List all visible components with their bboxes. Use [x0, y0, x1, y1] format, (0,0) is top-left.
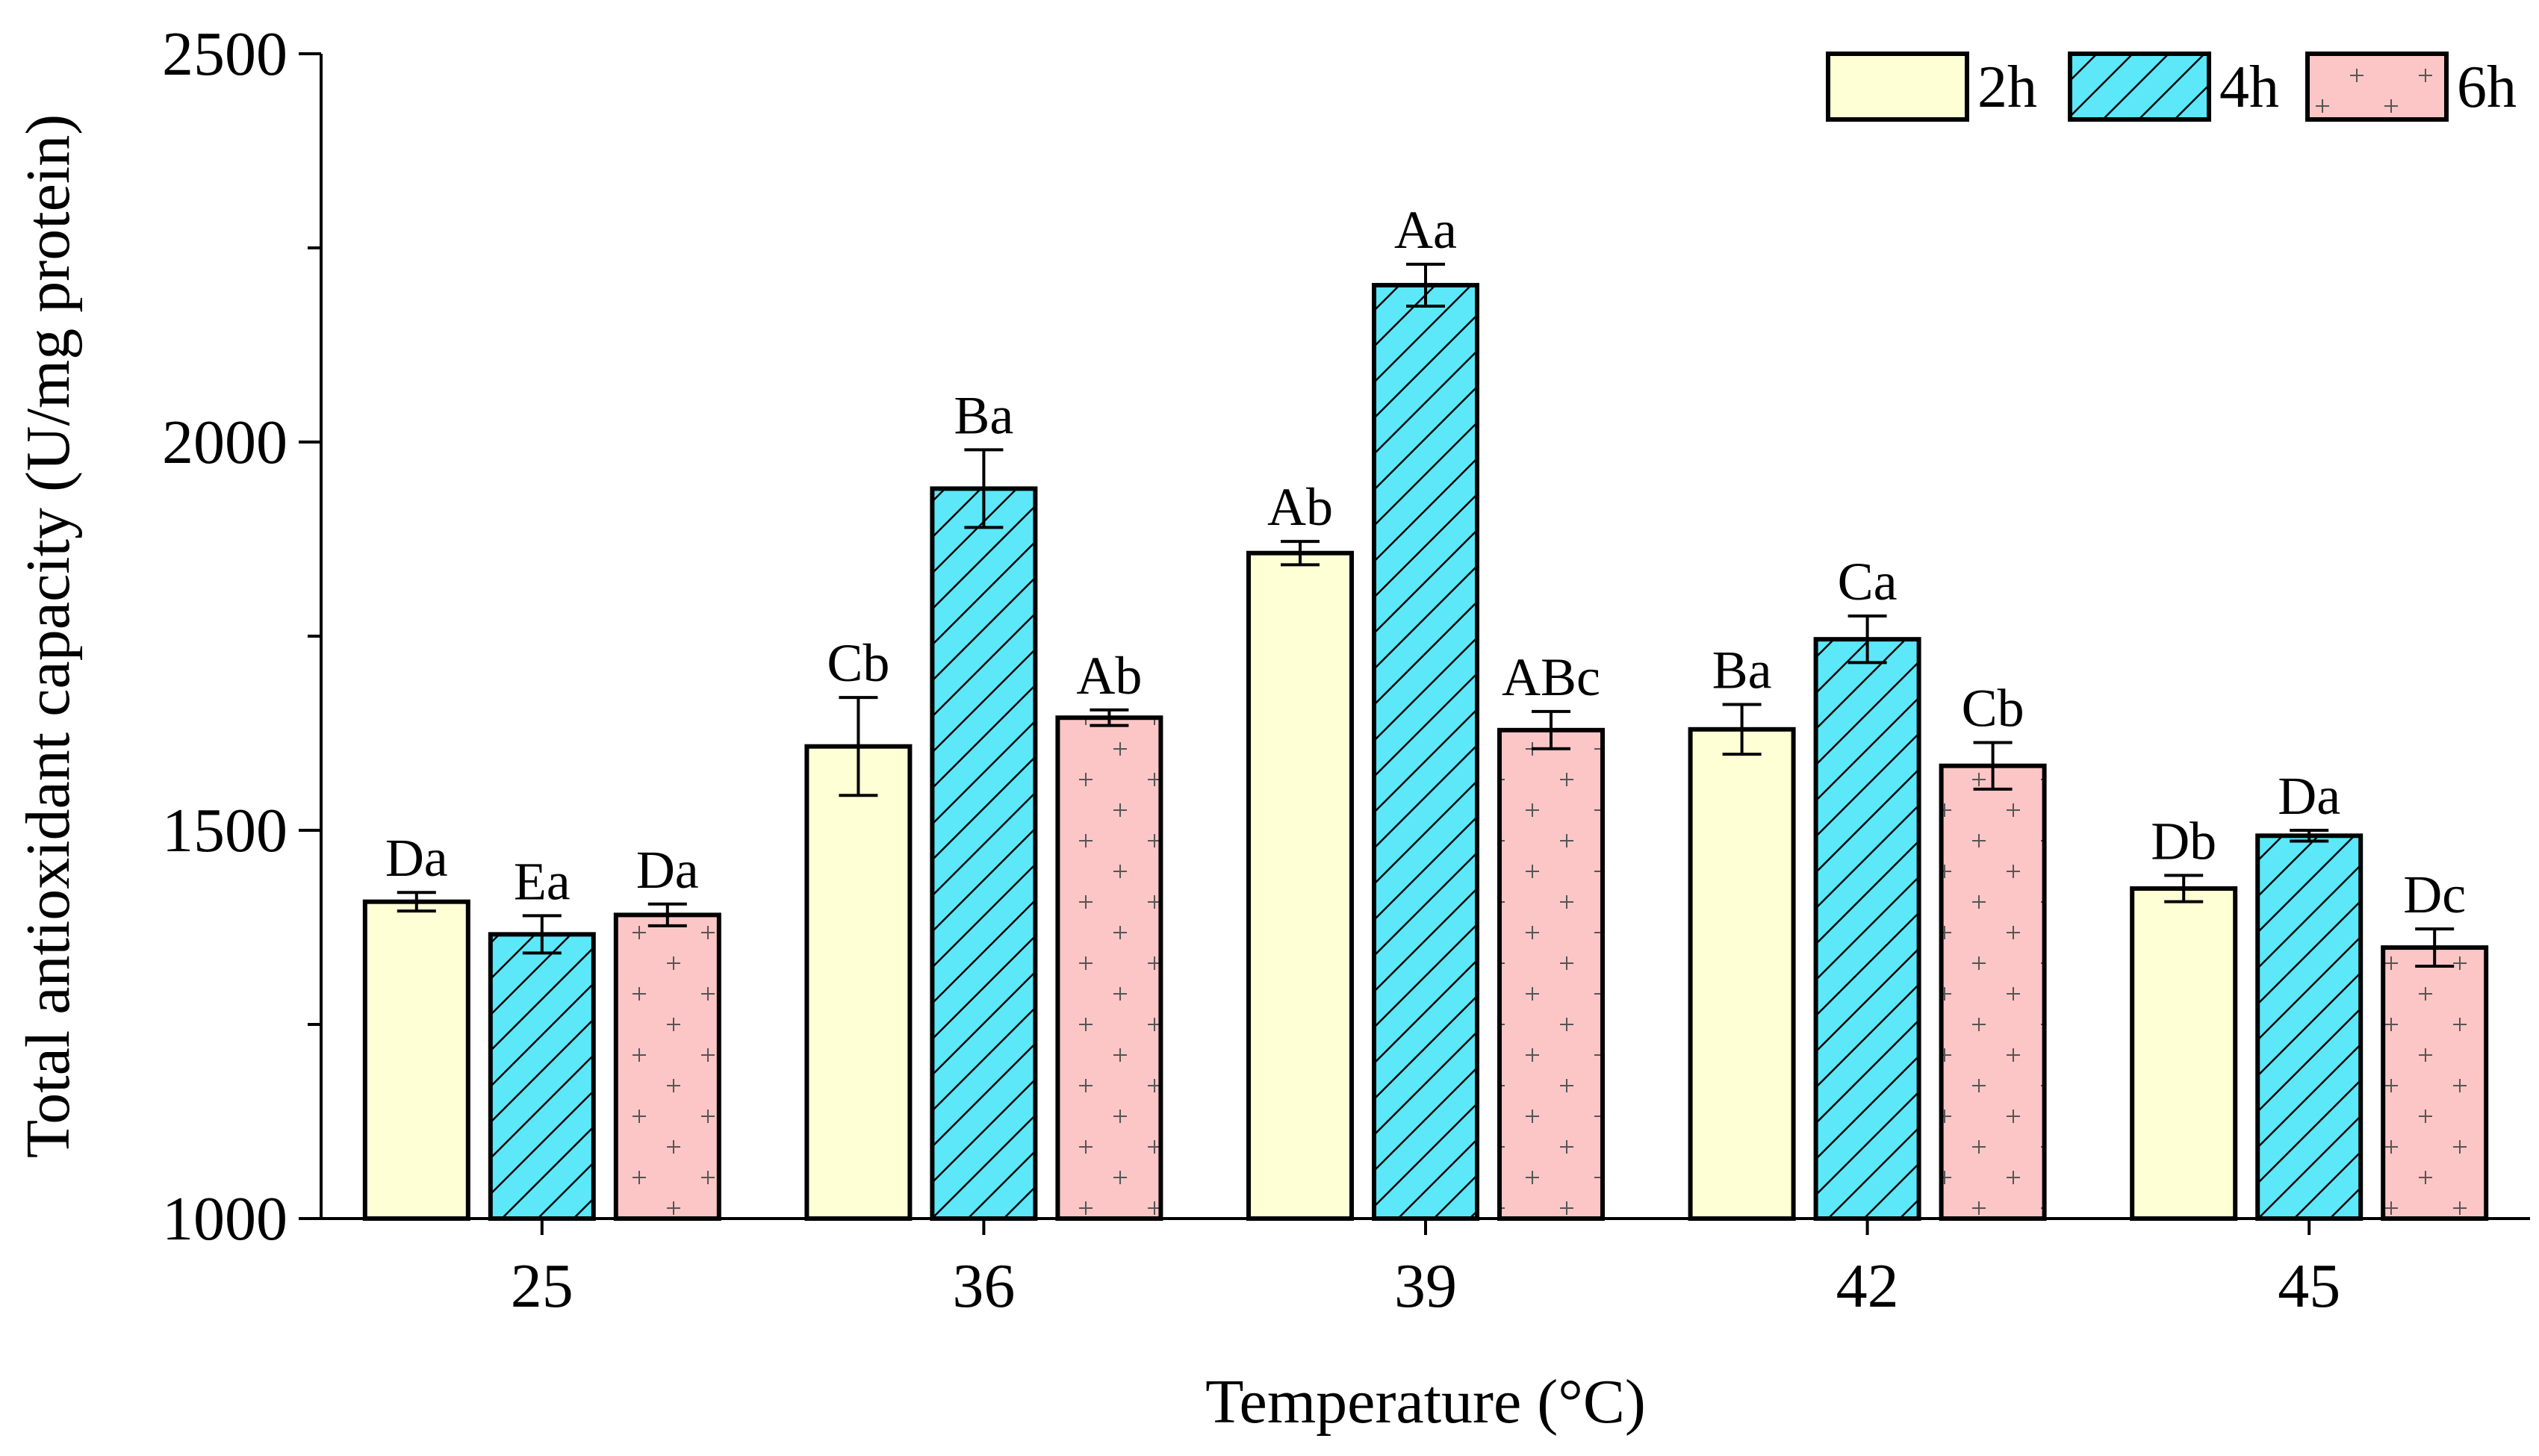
bar-2h-42 [1690, 729, 1794, 1219]
y-tick-label: 1500 [162, 796, 288, 865]
x-axis-title: Temperature (°C) [1205, 1367, 1646, 1437]
x-category-label: 36 [952, 1251, 1015, 1321]
y-tick-label: 2000 [162, 408, 288, 477]
bar-pattern-4h-42 [1815, 639, 1919, 1219]
error-bar-2h-42 [1722, 703, 1762, 756]
error-bar-6h-25 [647, 902, 687, 927]
legend: 2h 4h 6h [1826, 52, 2517, 122]
significance-label: Aa [1394, 200, 1457, 260]
bar-2h-36 [807, 746, 910, 1219]
significance-label: Cb [827, 633, 889, 693]
x-category-label: 25 [511, 1251, 574, 1321]
x-category-label: 42 [1836, 1251, 1899, 1321]
error-bar-2h-25 [397, 891, 436, 913]
error-bar-2h-45 [2164, 874, 2204, 903]
x-categories-layer: 25 36 39 42 45 [511, 1219, 2340, 1321]
bars-layer [362, 282, 2489, 1222]
significance-label: Ba [1712, 641, 1772, 700]
error-bar-4h-45 [2290, 829, 2329, 843]
bar-pattern-6h-45 [2383, 948, 2487, 1219]
bar-2h-25 [364, 901, 468, 1219]
error-bar-6h-42 [1973, 741, 2013, 791]
legend-swatch-outline-4h [2068, 52, 2211, 122]
bar-2h-45 [2132, 889, 2236, 1219]
error-bar-2h-39 [1281, 540, 1320, 567]
legend-label-2h: 2h [1977, 55, 2037, 120]
significance-labels-layer: Da Ea Da Cb Ba Ab Ab Aa ABc Ba Ca Cb Db Da Dc [385, 200, 2466, 924]
x-category-label: 45 [2278, 1251, 2340, 1321]
significance-label: Da [636, 840, 699, 900]
bar-2h-39 [1249, 553, 1352, 1219]
error-bar-6h-45 [2415, 927, 2455, 968]
y-axis-title: Total antioxidant capacity (U/mg protein… [13, 114, 83, 1158]
x-category-label: 39 [1394, 1251, 1457, 1321]
significance-label: Cb [1962, 678, 2024, 738]
legend-swatch-outline-2h [1826, 52, 1969, 122]
bar-pattern-6h-42 [1941, 765, 2045, 1219]
y-tick-label: 1000 [162, 1184, 288, 1254]
significance-label: Da [385, 828, 448, 888]
y-ticks-layer: 1000 1500 2000 2500 [162, 19, 321, 1254]
error-bar-4h-39 [1406, 262, 1445, 308]
legend-label-4h: 4h [2219, 55, 2279, 120]
bar-pattern-4h-45 [2257, 836, 2361, 1219]
significance-label: Ea [514, 851, 571, 911]
legend-label-6h: 6h [2457, 55, 2517, 120]
bar-pattern-6h-39 [1500, 729, 1603, 1219]
bar-pattern-4h-39 [1374, 284, 1477, 1219]
significance-label: Dc [2403, 865, 2466, 924]
bar-pattern-6h-25 [615, 915, 719, 1219]
error-bar-4h-36 [964, 448, 1004, 529]
legend-swatch-outline-6h [2305, 52, 2449, 122]
bar-pattern-4h-36 [932, 488, 1036, 1219]
significance-label: Ba [954, 385, 1013, 445]
significance-label: Ab [1076, 646, 1142, 706]
significance-label: Ca [1838, 552, 1898, 612]
error-bar-6h-39 [1532, 709, 1570, 750]
error-bars-layer [397, 262, 2455, 968]
legend-swatch-2h [1828, 54, 1967, 119]
significance-label: ABc [1502, 647, 1600, 707]
error-bar-6h-36 [1090, 708, 1129, 727]
significance-label: Ab [1267, 477, 1333, 537]
bar-pattern-4h-25 [490, 934, 594, 1219]
legend-swatch-pattern-4h [2070, 54, 2209, 119]
error-bar-4h-25 [522, 914, 562, 955]
error-bar-4h-42 [1847, 614, 1887, 665]
significance-label: Da [2278, 766, 2340, 826]
y-tick-label: 2500 [162, 19, 288, 89]
bar-pattern-6h-36 [1057, 718, 1161, 1219]
legend-swatch-pattern-6h [2308, 54, 2446, 119]
significance-label: Db [2151, 811, 2216, 871]
error-bar-2h-36 [839, 696, 878, 797]
